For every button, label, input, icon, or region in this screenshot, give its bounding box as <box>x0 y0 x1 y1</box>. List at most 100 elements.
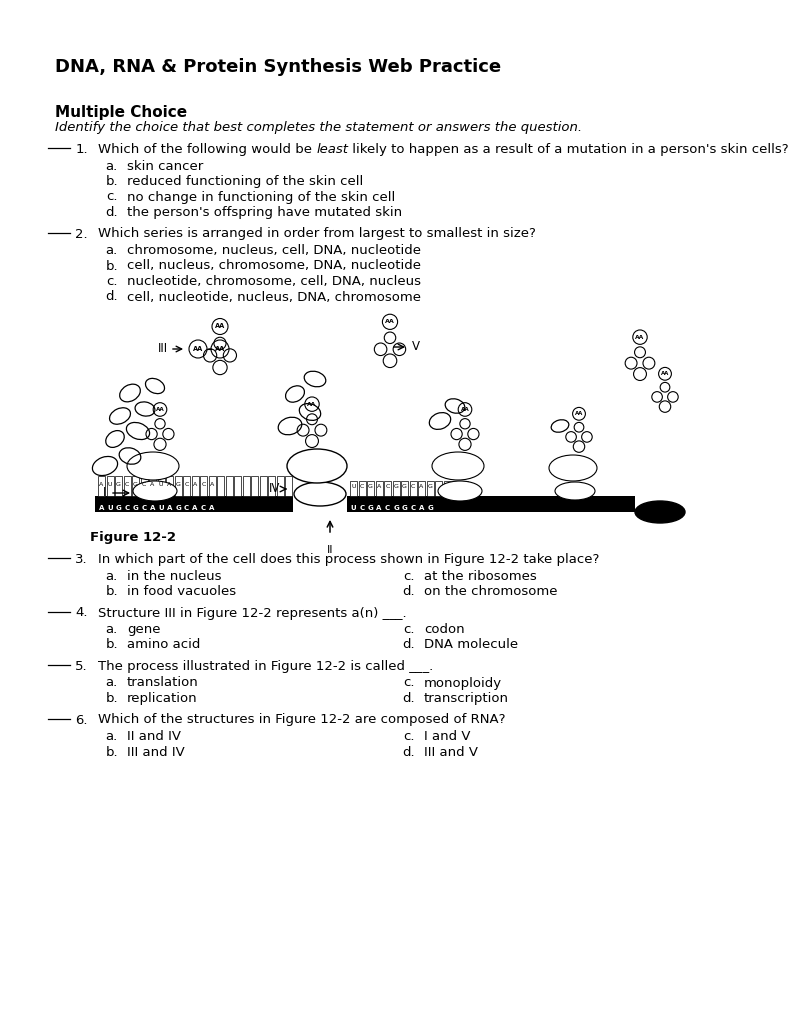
Text: Which of the structures in Figure 12-2 are composed of RNA?: Which of the structures in Figure 12-2 a… <box>98 714 505 726</box>
Bar <box>418 481 425 496</box>
Ellipse shape <box>287 449 347 483</box>
Text: The process illustrated in Figure 12-2 is called ___.: The process illustrated in Figure 12-2 i… <box>98 660 433 673</box>
Bar <box>217 476 224 496</box>
Bar <box>251 476 258 496</box>
Text: cell, nucleus, chromosome, DNA, nucleotide: cell, nucleus, chromosome, DNA, nucleoti… <box>127 259 421 272</box>
Ellipse shape <box>133 481 177 501</box>
Text: U: U <box>350 505 356 511</box>
Text: Which of the following would be: Which of the following would be <box>98 143 316 156</box>
Text: C: C <box>125 481 129 486</box>
Text: C: C <box>385 484 390 489</box>
Text: monoploidy: monoploidy <box>424 677 502 689</box>
Ellipse shape <box>549 455 597 481</box>
Text: a.: a. <box>106 569 118 583</box>
Text: a.: a. <box>106 244 118 257</box>
Bar <box>285 476 292 496</box>
Text: C: C <box>411 484 415 489</box>
Text: b.: b. <box>105 585 118 598</box>
Bar <box>107 476 113 496</box>
Text: c.: c. <box>403 569 415 583</box>
Text: in food vacuoles: in food vacuoles <box>127 585 237 598</box>
Text: G: G <box>428 484 433 489</box>
Text: c.: c. <box>403 623 415 636</box>
Text: C: C <box>201 505 206 511</box>
Text: IV: IV <box>269 482 280 496</box>
Ellipse shape <box>555 482 595 500</box>
Text: 4.: 4. <box>75 606 88 620</box>
Text: C: C <box>360 484 364 489</box>
Bar <box>268 476 275 496</box>
Text: likely to happen as a result of a mutation in a person's skin cells?: likely to happen as a result of a mutati… <box>348 143 789 156</box>
Text: replication: replication <box>127 692 198 705</box>
Text: G: G <box>133 505 138 511</box>
Text: U: U <box>108 481 112 486</box>
Text: A: A <box>418 505 424 511</box>
Text: Which series is arranged in order from largest to smallest in size?: Which series is arranged in order from l… <box>98 227 536 241</box>
Text: A: A <box>192 505 198 511</box>
Text: C: C <box>142 481 146 486</box>
Bar <box>209 476 215 496</box>
Text: skin cancer: skin cancer <box>127 160 203 172</box>
Text: DNA molecule: DNA molecule <box>424 639 518 651</box>
Text: transcription: transcription <box>424 692 509 705</box>
Bar <box>191 476 199 496</box>
Text: A: A <box>377 505 382 511</box>
Text: G: G <box>368 484 373 489</box>
Text: C: C <box>184 505 189 511</box>
Text: G: G <box>427 505 433 511</box>
Bar <box>277 476 283 496</box>
Text: least: least <box>316 143 348 156</box>
Text: b.: b. <box>105 639 118 651</box>
Text: U: U <box>108 505 113 511</box>
Text: A: A <box>377 484 381 489</box>
Bar <box>426 481 433 496</box>
Bar <box>367 481 374 496</box>
Text: G: G <box>402 505 407 511</box>
Text: AA: AA <box>385 319 395 325</box>
Text: gene: gene <box>127 623 161 636</box>
Bar <box>225 476 233 496</box>
Text: III and IV: III and IV <box>127 745 185 759</box>
Bar <box>123 476 131 496</box>
Text: c.: c. <box>107 190 118 204</box>
Text: A: A <box>99 505 104 511</box>
Text: AA: AA <box>660 372 669 376</box>
Text: chromosome, nucleus, cell, DNA, nucleotide: chromosome, nucleus, cell, DNA, nucleoti… <box>127 244 421 257</box>
Bar <box>444 481 451 496</box>
Bar <box>183 476 190 496</box>
Text: C: C <box>184 481 189 486</box>
Bar <box>259 476 267 496</box>
Text: A: A <box>193 481 197 486</box>
Bar <box>141 476 147 496</box>
Text: Structure III in Figure 12-2 represents a(n) ___.: Structure III in Figure 12-2 represents … <box>98 606 407 620</box>
Text: G: G <box>175 505 181 511</box>
Bar <box>166 476 173 496</box>
Bar <box>243 476 249 496</box>
Bar <box>115 476 122 496</box>
Text: I and V: I and V <box>424 730 471 743</box>
Text: c.: c. <box>107 275 118 288</box>
Bar <box>347 496 635 512</box>
Ellipse shape <box>635 501 685 523</box>
Bar <box>376 481 383 496</box>
Bar <box>98 476 105 496</box>
Text: A: A <box>150 481 154 486</box>
Text: codon: codon <box>424 623 464 636</box>
Text: at the ribosomes: at the ribosomes <box>424 569 537 583</box>
Ellipse shape <box>294 482 346 506</box>
Text: U: U <box>158 505 164 511</box>
Text: b.: b. <box>105 745 118 759</box>
Text: 3.: 3. <box>75 553 88 566</box>
Text: III: III <box>158 342 168 355</box>
Bar <box>401 481 408 496</box>
Text: G: G <box>116 481 121 486</box>
Text: G: G <box>402 484 407 489</box>
Bar <box>149 476 156 496</box>
Text: b.: b. <box>105 175 118 188</box>
Text: c.: c. <box>403 677 415 689</box>
Text: A: A <box>210 481 214 486</box>
Text: G: G <box>393 505 399 511</box>
Text: amino acid: amino acid <box>127 639 200 651</box>
Text: in the nucleus: in the nucleus <box>127 569 221 583</box>
Text: C: C <box>142 505 146 511</box>
